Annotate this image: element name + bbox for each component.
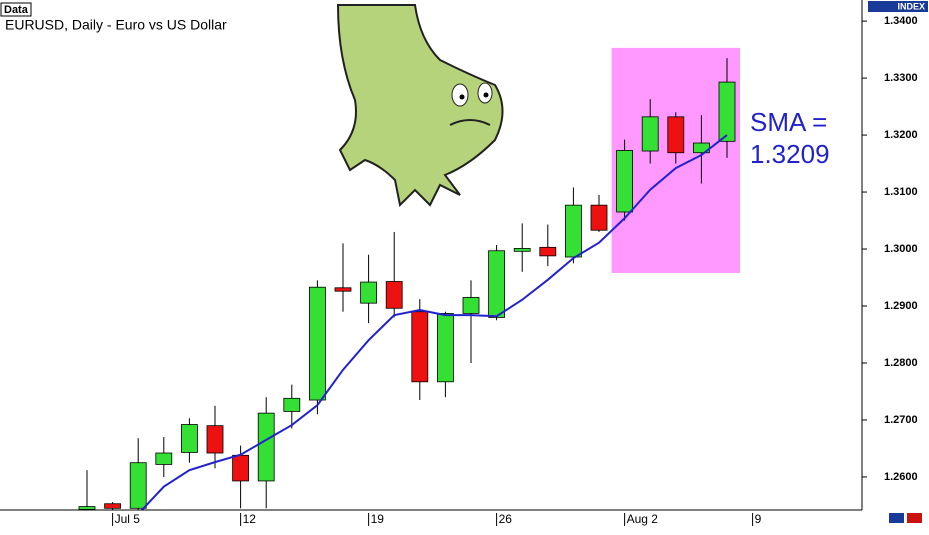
x-tick-label: 19 — [371, 512, 385, 526]
tag: Data — [4, 4, 29, 16]
y-tick-label: 1.2700 — [884, 414, 918, 426]
candle-body — [78, 506, 96, 510]
annotation: SMA = — [750, 107, 827, 137]
candle-body — [104, 503, 121, 509]
y-tick-label: 1.3100 — [884, 186, 918, 198]
candle-body — [590, 204, 608, 231]
y-tick-label: 1.3200 — [884, 129, 918, 141]
candle-body — [488, 250, 506, 318]
x-tick-label: Jul 5 — [115, 512, 141, 526]
candle-body — [616, 150, 633, 213]
annotation: 1.3209 — [750, 139, 830, 169]
candle-body — [257, 412, 275, 482]
y-tick-label: 1.3300 — [884, 72, 918, 84]
tag-box — [0, 2, 32, 17]
candle-body — [385, 281, 403, 309]
candle-body — [641, 116, 659, 152]
candle-body — [155, 452, 173, 465]
y-tick-label: 1.2800 — [884, 357, 918, 369]
candle-body — [539, 246, 557, 257]
candle-body — [308, 286, 326, 401]
creature — [336, 4, 504, 208]
y-tick-label: 1.3400 — [884, 15, 918, 27]
candle-body — [334, 287, 352, 292]
candle-body — [565, 204, 582, 258]
axis-tag: INDEX — [897, 1, 925, 11]
candle-body — [360, 281, 378, 304]
x-tick-label: Aug 2 — [627, 512, 659, 526]
y-tick-label: 1.2900 — [884, 300, 918, 312]
candle-body — [667, 116, 685, 154]
icon[interactable] — [907, 513, 922, 523]
sma-line — [140, 134, 728, 510]
x-tick-label: 9 — [755, 512, 762, 526]
candle-body — [206, 425, 224, 454]
chart-title: EURUSD, Daily - Euro vs US Dollar — [5, 17, 227, 33]
candle-body — [180, 424, 198, 453]
y-tick-label: 1.3000 — [884, 243, 918, 255]
icon[interactable] — [889, 513, 904, 523]
candle-body — [129, 462, 147, 509]
candle-body — [462, 297, 480, 314]
candle-body — [283, 397, 301, 412]
candle-body — [232, 454, 250, 482]
candle-body — [436, 313, 454, 383]
x-tick-label: 26 — [499, 512, 513, 526]
axis-tag-box — [868, 1, 928, 12]
x-tick-label: 12 — [243, 512, 257, 526]
candle-body — [513, 248, 531, 252]
y-tick-label: 1.2600 — [884, 471, 918, 483]
candle-body — [718, 81, 736, 142]
candle-body — [411, 311, 429, 383]
